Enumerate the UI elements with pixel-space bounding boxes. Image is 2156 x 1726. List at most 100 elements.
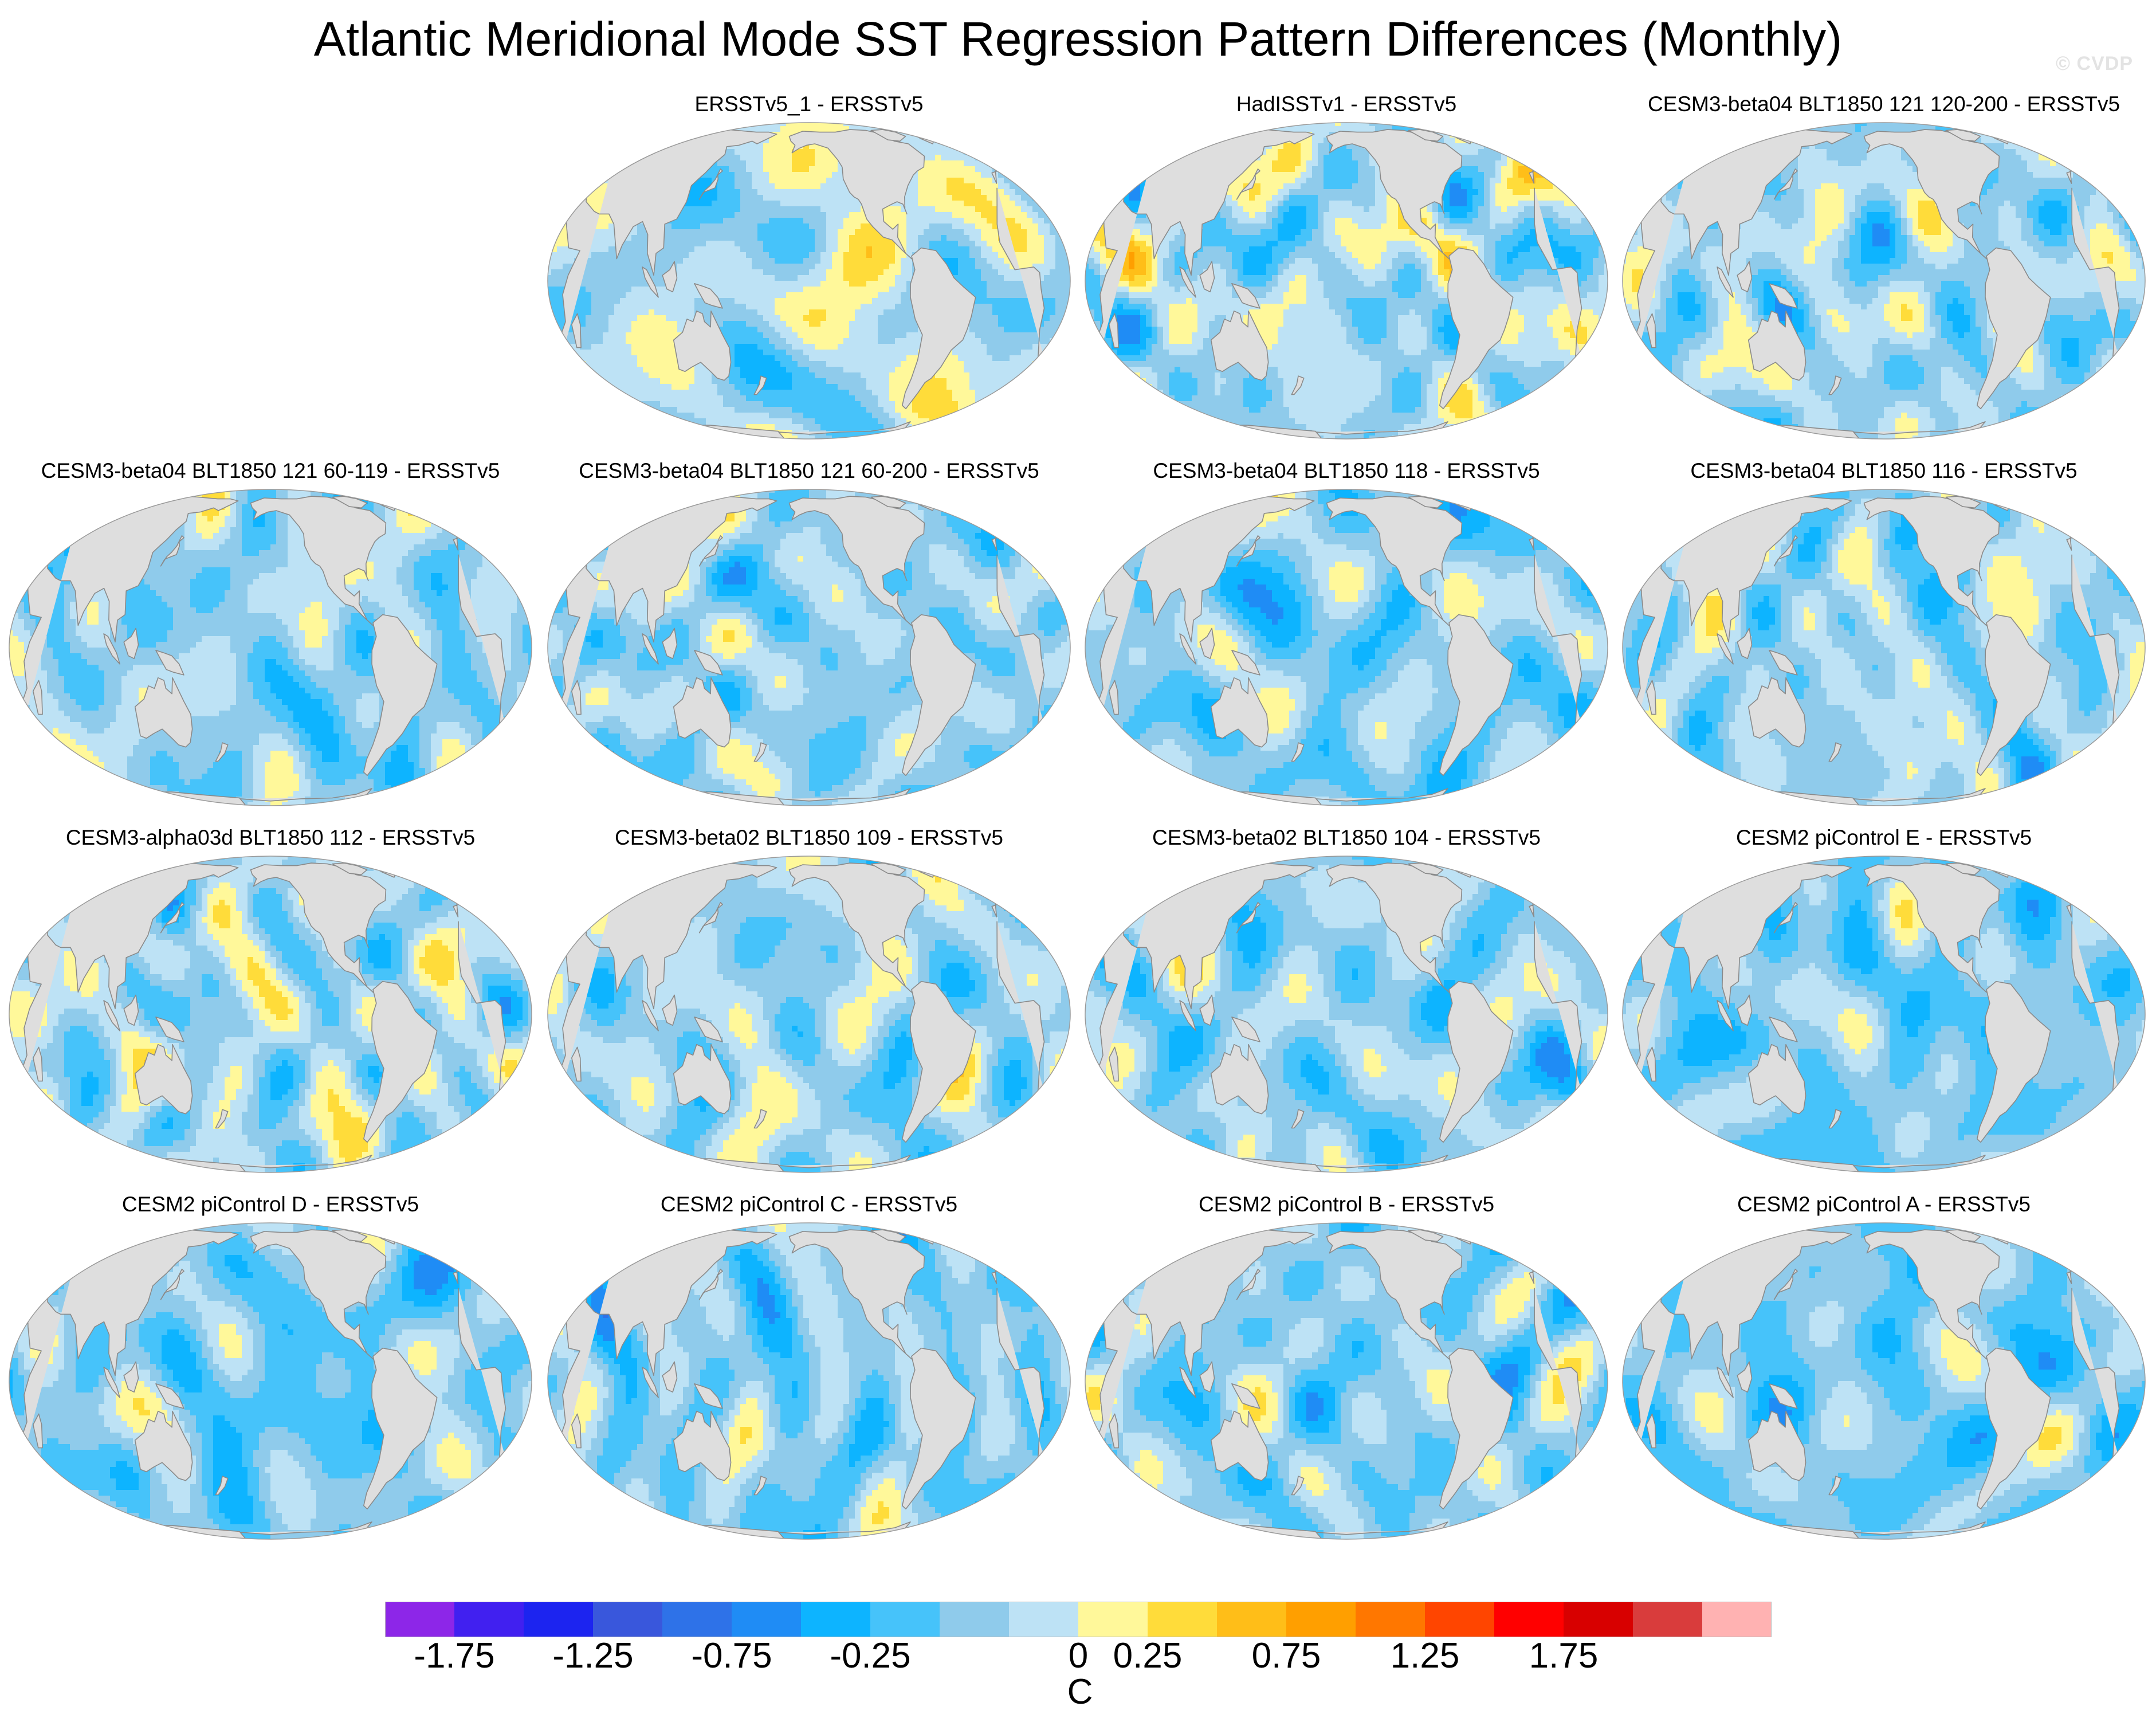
panel-map bbox=[1620, 854, 2147, 1178]
panel-title: CESM3-beta04 BLT1850 121 60-200 - ERSSTv… bbox=[545, 458, 1073, 484]
panel-title: CESM2 piControl A - ERSSTv5 bbox=[1620, 1192, 2147, 1217]
map-panel: HadISSTv1 - ERSSTv5 bbox=[1083, 92, 1610, 458]
colorbar-swatch bbox=[870, 1602, 940, 1637]
land-iceland bbox=[1487, 503, 1497, 507]
map-panel: CESM3-beta04 BLT1850 121 120-200 - ERSST… bbox=[1620, 92, 2147, 458]
map-panel: CESM3-beta02 BLT1850 109 - ERSSTv5 bbox=[545, 825, 1073, 1192]
colorbar-tick-label: 1.75 bbox=[1495, 1636, 1632, 1676]
land-uk bbox=[2054, 1247, 2070, 1260]
land-iceland bbox=[949, 1237, 960, 1240]
panel-map bbox=[7, 487, 534, 811]
panel-title: CESM2 piControl B - ERSSTv5 bbox=[1083, 1192, 1610, 1217]
colorbar-tick-label: 1.25 bbox=[1356, 1636, 1494, 1676]
panel-map bbox=[1083, 487, 1610, 811]
colorbar-tick-label: -1.25 bbox=[524, 1636, 662, 1676]
colorbar-swatch bbox=[1078, 1602, 1148, 1637]
colorbar-swatch bbox=[1009, 1602, 1079, 1637]
map-svg bbox=[1083, 487, 1610, 808]
map-panel: ERSSTv5_1 - ERSSTv5 bbox=[545, 92, 1073, 458]
colorbar-swatch bbox=[940, 1602, 1010, 1637]
panel-title: CESM3-beta04 BLT1850 118 - ERSSTv5 bbox=[1083, 458, 1610, 484]
panel-title: CESM2 piControl C - ERSSTv5 bbox=[545, 1192, 1073, 1217]
panel-title: CESM2 piControl D - ERSSTv5 bbox=[7, 1192, 534, 1217]
land-uk bbox=[979, 1247, 995, 1260]
land-iceland bbox=[949, 136, 960, 140]
map-svg bbox=[545, 854, 1073, 1175]
map-svg bbox=[1083, 854, 1610, 1175]
colorbar-tick-label: -0.25 bbox=[802, 1636, 939, 1676]
panel-title: CESM3-alpha03d BLT1850 112 - ERSSTv5 bbox=[7, 825, 534, 850]
map-svg bbox=[1620, 120, 2147, 441]
map-svg bbox=[7, 854, 534, 1175]
map-panel: CESM3-beta04 BLT1850 118 - ERSSTv5 bbox=[1083, 458, 1610, 825]
colorbar-swatch bbox=[524, 1602, 594, 1637]
colorbar-swatch bbox=[801, 1602, 871, 1637]
land-iceland bbox=[411, 870, 421, 873]
land-uk bbox=[441, 1247, 457, 1260]
map-panel: CESM3-beta04 BLT1850 116 - ERSSTv5 bbox=[1620, 458, 2147, 825]
panel-title: CESM2 piControl E - ERSSTv5 bbox=[1620, 825, 2147, 850]
map-panel: CESM2 piControl B - ERSSTv5 bbox=[1083, 1192, 1610, 1559]
panel-title: CESM3-beta04 BLT1850 121 120-200 - ERSST… bbox=[1620, 92, 2147, 117]
land-iceland bbox=[949, 503, 960, 507]
panel-title: CESM3-beta04 BLT1850 121 60-119 - ERSSTv… bbox=[7, 458, 534, 484]
map-panel: CESM2 piControl E - ERSSTv5 bbox=[1620, 825, 2147, 1192]
colorbar-swatch bbox=[1286, 1602, 1356, 1637]
colorbar-tick-label: -0.75 bbox=[663, 1636, 800, 1676]
panel-map bbox=[545, 120, 1073, 444]
land-iceland bbox=[411, 1237, 421, 1240]
map-panel: CESM3-beta04 BLT1850 121 60-119 - ERSSTv… bbox=[7, 458, 534, 825]
land-iceland bbox=[1487, 136, 1497, 140]
colorbar-swatch bbox=[732, 1602, 802, 1637]
land-iceland bbox=[1487, 870, 1497, 873]
panel-map bbox=[1620, 487, 2147, 811]
map-svg bbox=[7, 487, 534, 808]
colorbar-swatch bbox=[1494, 1602, 1564, 1637]
panel-title: CESM3-beta02 BLT1850 109 - ERSSTv5 bbox=[545, 825, 1073, 850]
land-uk bbox=[1517, 1247, 1533, 1260]
colorbar-swatch bbox=[1217, 1602, 1287, 1637]
colorbar-swatch bbox=[1702, 1602, 1772, 1637]
colorbar-tick-label: -1.75 bbox=[386, 1636, 523, 1676]
panel-map bbox=[545, 1221, 1073, 1544]
map-panel: CESM2 piControl D - ERSSTv5 bbox=[7, 1192, 534, 1559]
land-iceland bbox=[1487, 1237, 1497, 1240]
land-uk bbox=[979, 147, 995, 160]
map-svg bbox=[1620, 487, 2147, 808]
land-uk bbox=[441, 880, 457, 893]
panel-map bbox=[545, 487, 1073, 811]
panel-map bbox=[1083, 854, 1610, 1178]
panel-title: ERSSTv5_1 - ERSSTv5 bbox=[545, 92, 1073, 117]
land-iceland bbox=[949, 870, 960, 873]
land-iceland bbox=[2024, 503, 2035, 507]
land-uk bbox=[2054, 880, 2070, 893]
land-uk bbox=[979, 513, 995, 527]
land-iceland bbox=[411, 503, 421, 507]
land-uk bbox=[2054, 513, 2070, 527]
land-uk bbox=[441, 513, 457, 527]
map-svg bbox=[1083, 1221, 1610, 1541]
map-panel: CESM3-beta02 BLT1850 104 - ERSSTv5 bbox=[1083, 825, 1610, 1192]
colorbar bbox=[385, 1602, 1772, 1637]
panel-map bbox=[545, 854, 1073, 1178]
panel-map bbox=[1620, 1221, 2147, 1544]
map-panel: CESM2 piControl C - ERSSTv5 bbox=[545, 1192, 1073, 1559]
land-iceland bbox=[2024, 870, 2035, 873]
colorbar-swatch bbox=[454, 1602, 524, 1637]
land-uk bbox=[1517, 147, 1533, 160]
colorbar-swatch bbox=[1148, 1602, 1218, 1637]
map-svg bbox=[545, 1221, 1073, 1541]
map-svg bbox=[545, 120, 1073, 441]
land-iceland bbox=[2024, 1237, 2035, 1240]
map-panel: CESM3-beta04 BLT1850 121 60-200 - ERSSTv… bbox=[545, 458, 1073, 825]
colorbar-swatch bbox=[385, 1602, 455, 1637]
land-uk bbox=[2054, 147, 2070, 160]
land-uk bbox=[1517, 513, 1533, 527]
panel-map bbox=[1083, 1221, 1610, 1544]
colorbar-tick-label: 0.75 bbox=[1218, 1636, 1355, 1676]
map-svg bbox=[1620, 854, 2147, 1175]
map-svg bbox=[7, 1221, 534, 1541]
panel-map bbox=[7, 1221, 534, 1544]
colorbar-unit-label: C bbox=[1011, 1672, 1149, 1712]
map-svg bbox=[545, 487, 1073, 808]
